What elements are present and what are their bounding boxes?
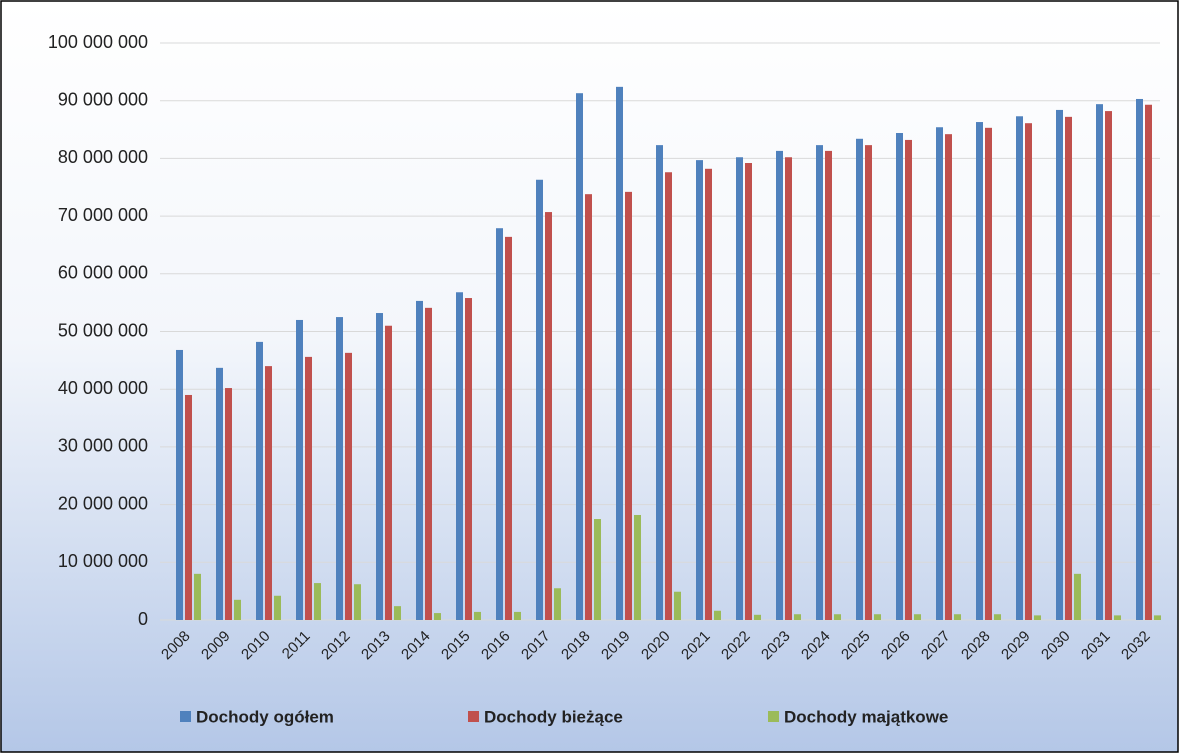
y-tick-label: 100 000 000 <box>48 32 148 52</box>
bar <box>496 228 503 621</box>
bar <box>345 352 352 620</box>
legend-swatch <box>768 711 779 722</box>
y-tick-label: 70 000 000 <box>58 205 148 225</box>
bar <box>994 614 1001 620</box>
bar <box>1074 573 1081 620</box>
bar <box>834 614 841 620</box>
bar <box>674 591 681 620</box>
y-tick-label: 50 000 000 <box>58 320 148 340</box>
bar <box>456 292 463 620</box>
y-tick-label: 10 000 000 <box>58 551 148 571</box>
bar <box>385 325 392 620</box>
bar <box>305 356 312 620</box>
bar <box>1056 109 1063 620</box>
bar <box>194 573 201 620</box>
bar <box>505 236 512 620</box>
bar <box>1096 104 1103 621</box>
bar <box>616 86 623 621</box>
bar <box>736 157 743 620</box>
bar <box>896 133 903 620</box>
bar <box>274 595 281 620</box>
bar <box>914 614 921 620</box>
legend-label: Dochody ogółem <box>196 707 334 726</box>
legend-label: Dochody bieżące <box>484 707 623 726</box>
bar <box>1145 104 1152 620</box>
bar <box>776 150 783 621</box>
bar <box>1105 111 1112 620</box>
legend-swatch <box>180 711 191 722</box>
bar <box>705 168 712 620</box>
bar <box>176 349 183 620</box>
bar <box>234 599 241 620</box>
bar <box>296 319 303 620</box>
bar <box>394 606 401 620</box>
bar <box>945 134 952 620</box>
bar <box>976 122 983 620</box>
bar <box>376 313 383 620</box>
bar <box>1034 615 1041 620</box>
bar <box>825 150 832 621</box>
bar <box>714 610 721 620</box>
bar <box>434 613 441 620</box>
bar <box>954 614 961 620</box>
bar <box>1136 98 1143 621</box>
bar <box>936 127 943 620</box>
bar <box>1114 615 1121 620</box>
bar <box>554 588 561 620</box>
bar <box>785 157 792 620</box>
y-tick-label: 40 000 000 <box>58 378 148 398</box>
bar <box>1065 116 1072 620</box>
y-tick-label: 80 000 000 <box>58 147 148 167</box>
y-tick-label: 90 000 000 <box>58 89 148 109</box>
bar <box>474 611 481 620</box>
bar <box>265 366 272 620</box>
bar <box>576 93 583 621</box>
bar <box>1154 615 1161 620</box>
bar <box>225 388 232 620</box>
legend-label: Dochody majątkowe <box>784 707 948 726</box>
bar <box>336 317 343 620</box>
bar <box>794 614 801 620</box>
y-tick-label: 0 <box>138 609 148 629</box>
bar <box>536 179 543 620</box>
bar <box>865 145 872 620</box>
bar <box>465 298 472 620</box>
bar <box>634 514 641 620</box>
bar <box>874 614 881 620</box>
bar <box>314 583 321 620</box>
bar <box>665 172 672 621</box>
bar <box>745 163 752 621</box>
bar <box>1016 116 1023 621</box>
bar <box>585 194 592 620</box>
bar <box>354 584 361 620</box>
bar <box>905 139 912 620</box>
bar <box>594 519 601 620</box>
bar <box>754 614 761 620</box>
bar <box>514 611 521 620</box>
bar <box>816 145 823 620</box>
bar <box>656 145 663 620</box>
y-tick-label: 60 000 000 <box>58 263 148 283</box>
y-tick-label: 20 000 000 <box>58 493 148 513</box>
bar <box>256 341 263 620</box>
y-tick-label: 30 000 000 <box>58 436 148 456</box>
bar <box>545 212 552 620</box>
bar <box>185 394 192 620</box>
bar <box>425 307 432 620</box>
bar <box>856 138 863 621</box>
bar <box>625 191 632 620</box>
legend-swatch <box>468 711 479 722</box>
bar <box>1025 123 1032 620</box>
bar <box>416 300 423 620</box>
bar <box>696 160 703 621</box>
bar <box>216 367 223 620</box>
bar <box>985 127 992 620</box>
